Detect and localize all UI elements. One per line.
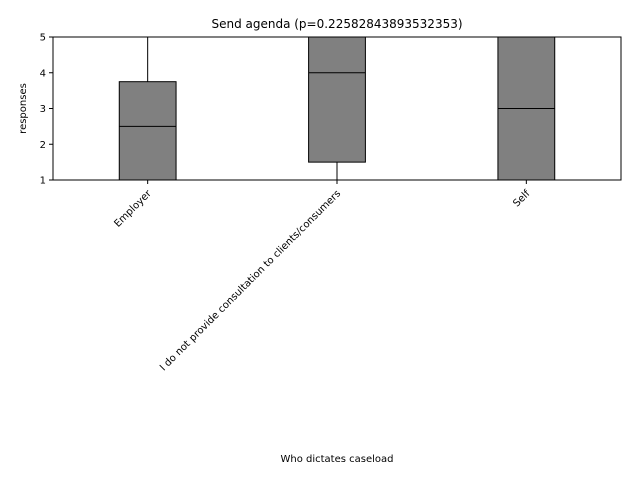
y-tick-label: 5 bbox=[40, 33, 46, 44]
chart-title: Send agenda (p=0.22582843893532353) bbox=[211, 17, 462, 31]
y-axis-label: responses bbox=[18, 83, 29, 134]
x-tick-label: I do not provide consultation to clients… bbox=[158, 188, 343, 373]
plot-area: 1 2 3 4 5 Employer I do not provide consultati… bbox=[40, 33, 622, 373]
box-iqr bbox=[308, 36, 366, 163]
y-tick-label: 3 bbox=[40, 104, 46, 115]
y-tick-label: 1 bbox=[40, 176, 46, 187]
y-tick-label: 4 bbox=[40, 68, 46, 79]
x-tick-label: Employer bbox=[112, 188, 154, 230]
y-tick-label: 2 bbox=[40, 140, 46, 151]
box-iqr bbox=[118, 81, 177, 181]
x-tick-label: Self bbox=[511, 188, 532, 209]
x-axis-label: Who dictates caseload bbox=[280, 454, 393, 465]
